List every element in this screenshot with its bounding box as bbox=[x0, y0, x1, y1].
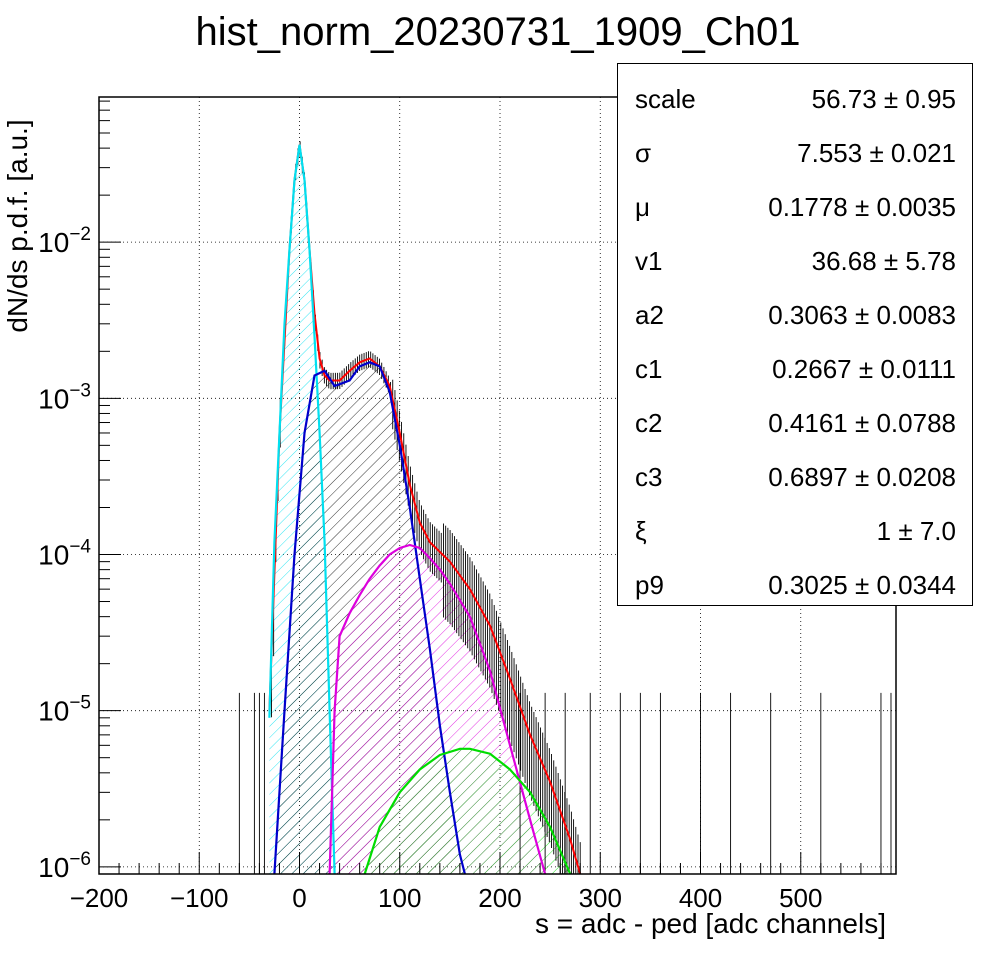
stat-row: c1 0.2667 ± 0.0111 bbox=[618, 342, 972, 396]
x-tick-label: 500 bbox=[779, 883, 822, 913]
y-tick-label: 10−5 bbox=[38, 693, 91, 727]
fit-statistics-box: scale 56.73 ± 0.95 σ 7.553 ± 0.021 μ 0.1778 ±… bbox=[617, 63, 973, 606]
stat-row: σ 7.553 ± 0.021 bbox=[618, 126, 972, 180]
stat-name: c3 bbox=[635, 462, 663, 492]
fit-curve-2 bbox=[273, 361, 466, 875]
y-tick-label: 10−2 bbox=[38, 224, 91, 258]
stat-name: v1 bbox=[635, 246, 663, 276]
stat-row: c3 0.6897 ± 0.0208 bbox=[618, 450, 972, 504]
stat-value: 7.553 ± 0.021 bbox=[797, 138, 956, 168]
x-tick-label: 200 bbox=[478, 883, 521, 913]
stat-value: 1 ± 7.0 bbox=[876, 516, 956, 546]
stat-value: 56.73 ± 0.95 bbox=[811, 84, 956, 114]
chart-title: hist_norm_20230731_1909_Ch01 bbox=[195, 10, 801, 54]
stat-name: c1 bbox=[635, 354, 663, 384]
stat-name: μ bbox=[635, 192, 650, 222]
fit-curve-1 bbox=[268, 144, 336, 875]
stat-row: ξ 1 ± 7.0 bbox=[618, 504, 972, 558]
y-tick-label: 10−4 bbox=[38, 537, 91, 571]
x-tick-label: 400 bbox=[679, 883, 722, 913]
stat-name: ξ bbox=[635, 516, 647, 546]
stat-value: 0.2667 ± 0.0111 bbox=[772, 354, 956, 384]
stat-row: p9 0.3025 ± 0.0344 bbox=[618, 558, 972, 612]
x-tick-label: 300 bbox=[579, 883, 622, 913]
x-tick-label: 100 bbox=[378, 883, 421, 913]
stat-value: 0.3025 ± 0.0344 bbox=[768, 570, 956, 600]
stat-row: a2 0.3063 ± 0.0083 bbox=[618, 288, 972, 342]
stat-row: μ 0.1778 ± 0.0035 bbox=[618, 180, 972, 234]
stat-value: 36.68 ± 5.78 bbox=[811, 246, 956, 276]
stat-row: c2 0.4161 ± 0.0788 bbox=[618, 396, 972, 450]
fit-curve-3 bbox=[328, 543, 547, 875]
x-tick-label: −100 bbox=[170, 883, 229, 913]
x-tick-label: 0 bbox=[292, 883, 306, 913]
stat-value: 0.3063 ± 0.0083 bbox=[768, 300, 956, 330]
fit-curve-4 bbox=[363, 747, 572, 875]
stat-name: σ bbox=[635, 138, 652, 168]
stat-row: v1 36.68 ± 5.78 bbox=[618, 234, 972, 288]
fit-curves bbox=[268, 144, 582, 875]
stat-value: 0.1778 ± 0.0035 bbox=[768, 192, 956, 222]
stat-name: a2 bbox=[635, 300, 664, 330]
stat-value: 0.6897 ± 0.0208 bbox=[768, 462, 956, 492]
stat-row: scale 56.73 ± 0.95 bbox=[618, 72, 972, 126]
stat-name: p9 bbox=[635, 570, 664, 600]
y-tick-label: 10−6 bbox=[38, 849, 91, 883]
stat-value: 0.4161 ± 0.0788 bbox=[768, 408, 956, 438]
stat-name: c2 bbox=[635, 408, 663, 438]
stat-name: scale bbox=[635, 84, 696, 114]
x-axis-label: s = adc - ped [adc channels] bbox=[535, 908, 886, 939]
axis-ticks: −200 −100 0 100 200 300 400 500 10−6 10−5 10−4 10−3… bbox=[38, 100, 882, 913]
y-tick-label: 10−3 bbox=[38, 380, 91, 414]
x-tick-label: −200 bbox=[70, 883, 129, 913]
